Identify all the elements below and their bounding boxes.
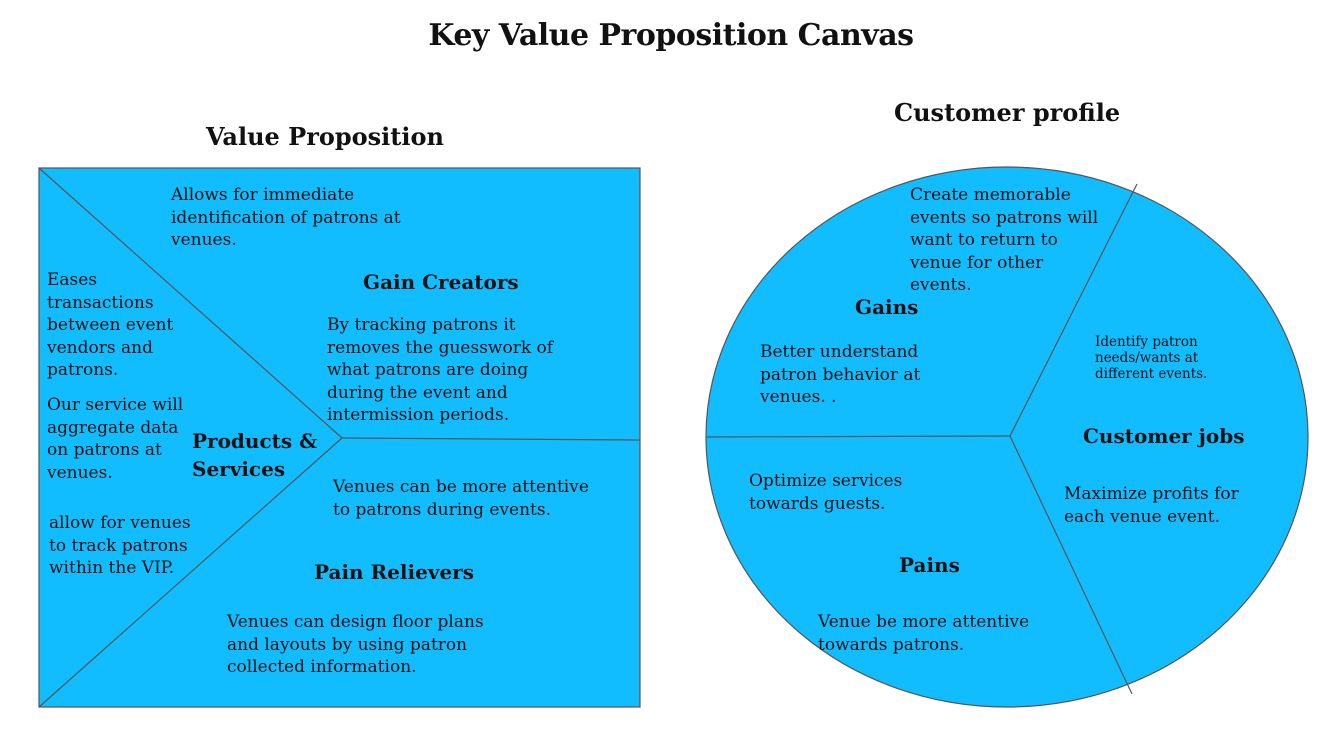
- gain-creators-note-top: Allows for immediate identification of p…: [171, 185, 401, 250]
- divider-products-gain: [38, 167, 343, 439]
- products-services-heading: Products & Services: [192, 429, 318, 481]
- customer-profile-title: Customer profile: [894, 98, 1121, 127]
- divider-gain-pain: [341, 437, 641, 441]
- gain-creators-note-main: By tracking patrons it removes the guess…: [327, 315, 554, 425]
- pains-note-main: Venue be more attentive towards patrons.: [818, 612, 1030, 655]
- divider-products-pain: [38, 437, 343, 708]
- page-title: Key Value Proposition Canvas: [428, 18, 914, 53]
- divider-jobs-pains: [1009, 435, 1133, 695]
- gains-note-main: Better understand patron behavior at ven…: [760, 342, 921, 407]
- divider-gains-pains: [706, 435, 1011, 438]
- customer-jobs-note-top: Identify patron needs/wants at different…: [1095, 334, 1208, 382]
- pain-relievers-heading: Pain Relievers: [314, 560, 474, 584]
- customer-jobs-heading: Customer jobs: [1083, 424, 1245, 448]
- pains-heading: Pains: [899, 553, 960, 577]
- pain-relievers-note-main: Venues can design floor plans and layout…: [227, 612, 484, 677]
- pain-relievers-note-top: Venues can be more attentive to patrons …: [333, 477, 589, 520]
- customer-profile-circle: [705, 166, 1309, 708]
- products-services-note-3: allow for venues to track patrons within…: [49, 513, 191, 578]
- gains-note-top: Create memorable events so patrons will …: [910, 185, 1099, 295]
- products-services-note-1: Eases transactions between event vendors…: [47, 270, 174, 380]
- customer-jobs-note-main: Maximize profits for each venue event.: [1064, 484, 1239, 527]
- divider-gains-jobs: [1009, 183, 1138, 437]
- pains-note-top: Optimize services towards guests.: [749, 471, 903, 514]
- products-services-note-2: Our service will aggregate data on patro…: [47, 395, 184, 483]
- value-proposition-title: Value Proposition: [206, 122, 444, 151]
- gains-heading: Gains: [855, 295, 919, 319]
- gain-creators-heading: Gain Creators: [363, 270, 519, 294]
